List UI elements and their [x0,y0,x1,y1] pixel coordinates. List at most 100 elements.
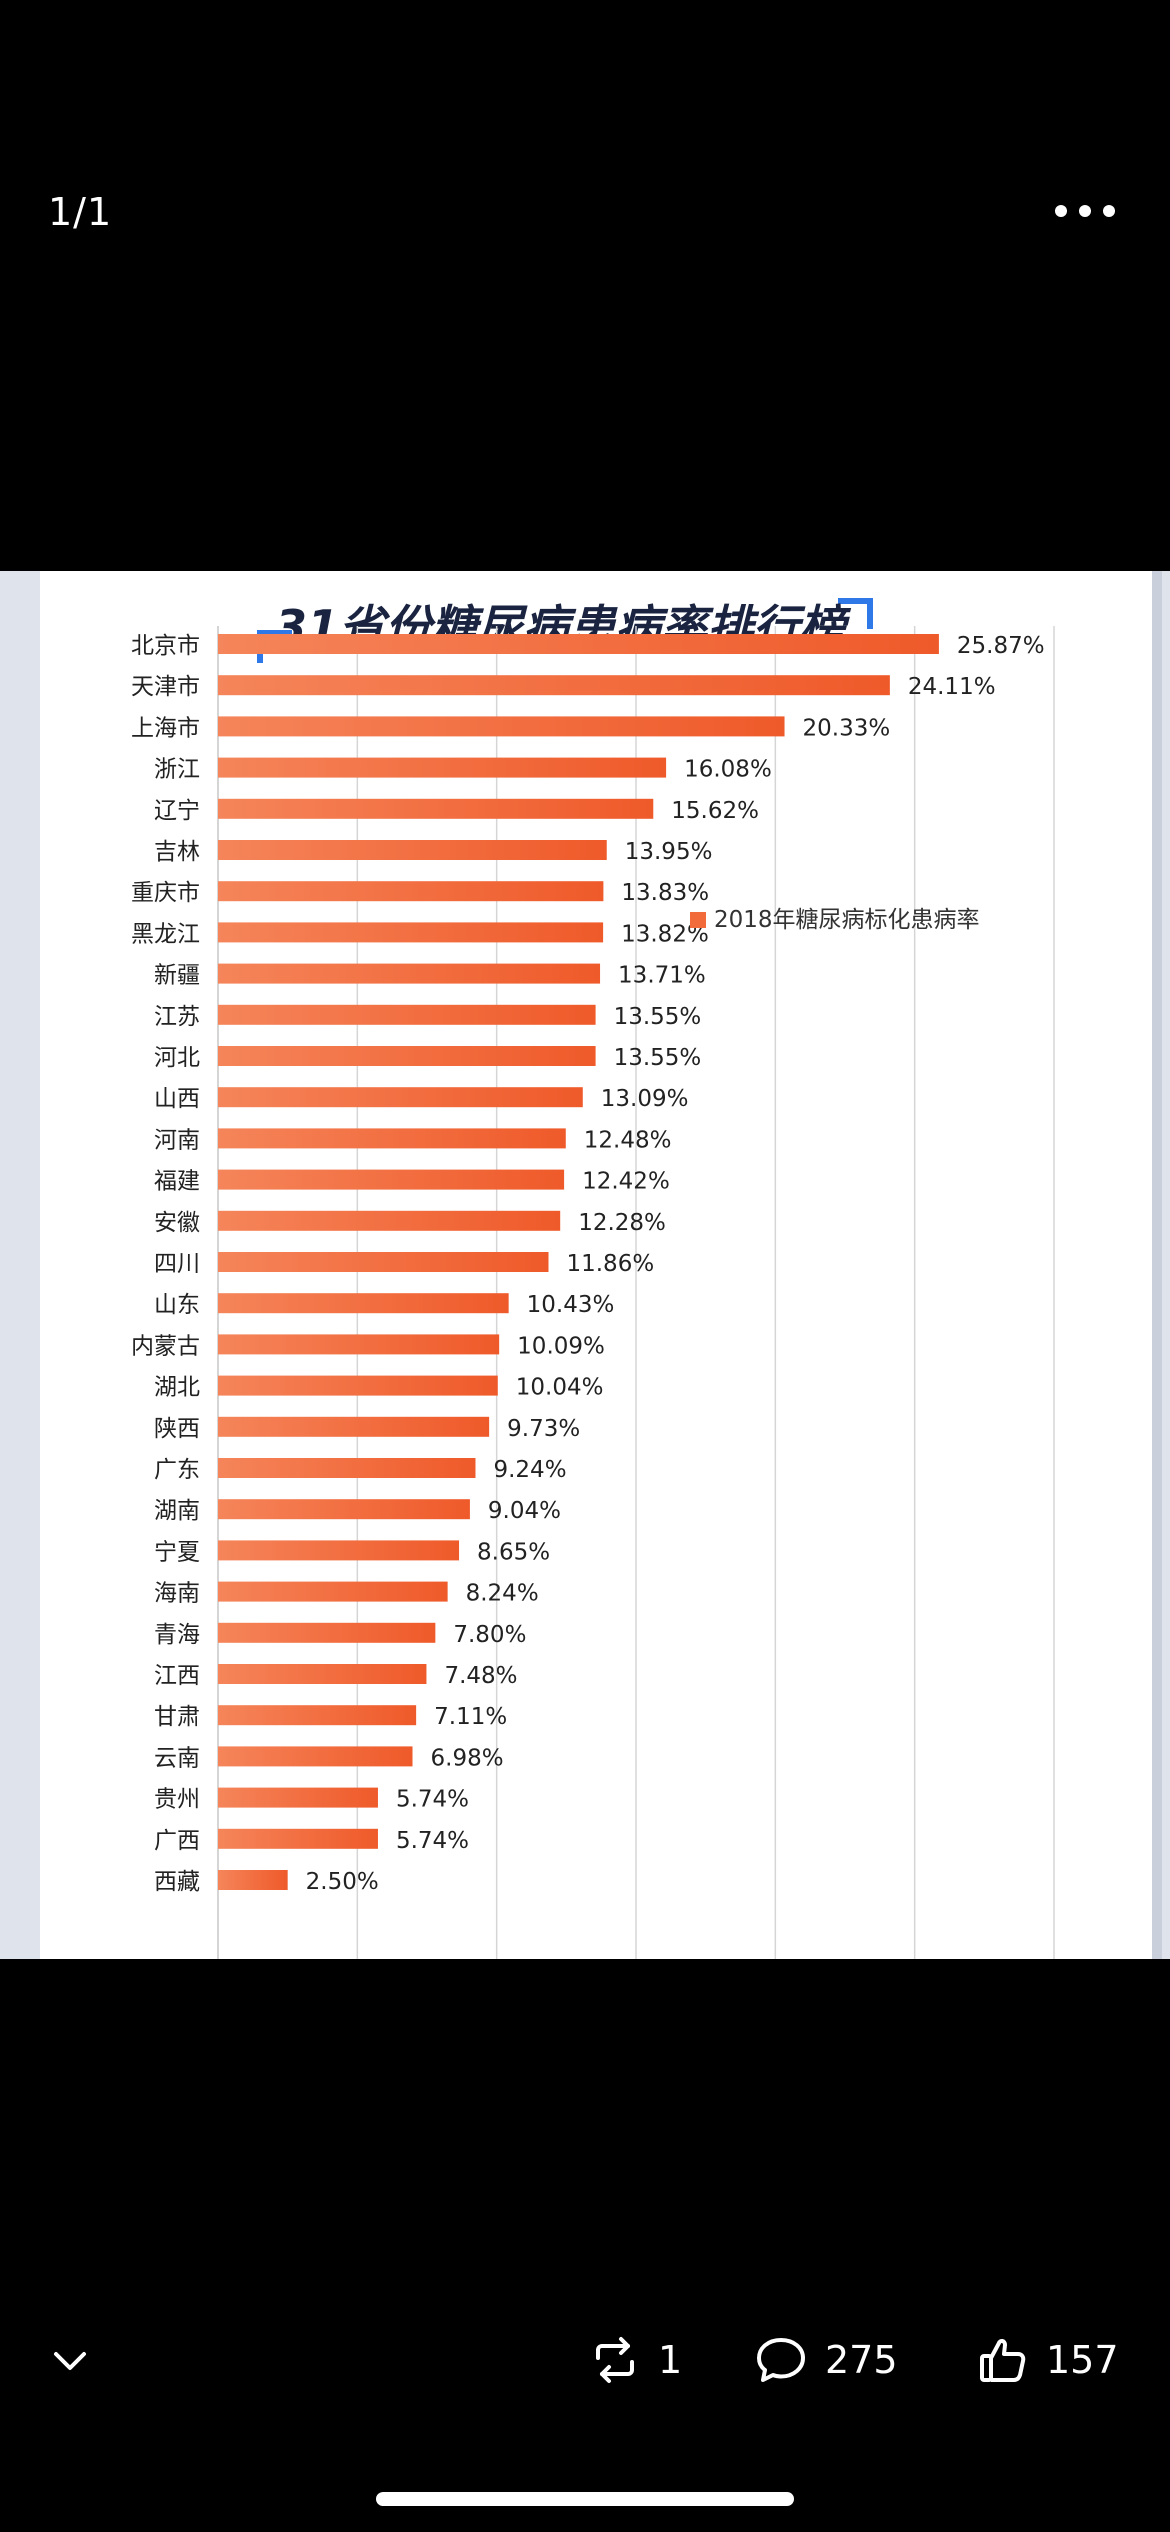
value-label: 2.50% [306,1869,379,1895]
value-label: 13.95% [625,839,713,865]
value-label: 25.87% [957,633,1045,659]
category-label: 吉林 [154,839,200,865]
bar-row: 福建 12.42% [154,1169,670,1195]
bar [218,1787,378,1808]
legend-swatch [690,912,706,928]
comment-count: 275 [825,2338,898,2382]
bar-row: 新疆 13.71% [154,963,706,989]
bar-row: 宁夏 8.65% [154,1539,550,1565]
bar-row: 广西 5.74% [154,1828,469,1854]
category-label: 黑龙江 [131,921,200,947]
value-label: 6.98% [431,1745,504,1771]
title-bracket-right [838,598,873,629]
category-label: 贵州 [154,1787,200,1813]
value-label: 8.65% [477,1539,550,1565]
bar [218,1622,436,1643]
category-label: 新疆 [154,963,200,989]
value-label: 20.33% [803,715,891,741]
category-label: 天津市 [131,674,200,700]
value-label: 12.48% [584,1127,672,1153]
bar-row: 吉林 13.95% [154,839,712,865]
bar [218,881,604,902]
bar [218,1664,427,1684]
image-viewer[interactable]: 31省份糖尿病患病率排行榜 北京市 25.87% 天津市 24.11% 上海市 20.33… [0,571,1170,1959]
value-label: 7.11% [434,1704,507,1730]
chevron-down-icon[interactable] [50,2340,90,2380]
bar-row: 北京市 25.87% [131,633,1045,659]
bar-row: 云南 6.98% [154,1745,504,1771]
bar [218,1581,448,1602]
bar-row: 上海市 20.33% [131,715,890,741]
value-label: 7.80% [453,1622,526,1648]
category-label: 江西 [154,1663,200,1689]
legend-label: 2018年糖尿病标化患病率 [714,907,980,933]
legend: 2018年糖尿病标化患病率 [690,907,980,933]
value-label: 12.28% [578,1210,666,1236]
category-label: 青海 [154,1622,200,1648]
category-label: 江苏 [154,1004,200,1030]
bar-row: 江西 7.48% [154,1663,518,1689]
bar [218,675,890,696]
bar [218,1293,509,1314]
bar-row: 四川 11.86% [154,1251,654,1277]
bar [218,1128,566,1149]
category-label: 山西 [154,1086,200,1112]
category-label: 河北 [154,1045,200,1071]
bar-row: 河南 12.48% [154,1127,671,1153]
category-label: 广东 [154,1457,200,1483]
comment-icon [757,2338,805,2382]
repost-button[interactable]: 1 [590,2330,682,2390]
bar-row: 内蒙古 10.09% [131,1333,605,1359]
viewer-top-bar: 1/1 [0,0,1170,300]
category-label: 北京市 [131,633,200,659]
category-label: 福建 [154,1169,200,1195]
chart-card-shadow [1152,571,1162,1959]
category-label: 浙江 [154,757,200,783]
bar [218,757,667,778]
bar [218,1210,561,1231]
bar [218,1334,500,1355]
bar-row: 海南 8.24% [154,1581,539,1607]
bar [218,1458,476,1478]
category-label: 安徽 [154,1210,200,1236]
bar [218,1087,583,1108]
bar [218,1252,549,1272]
bar-row: 湖南 9.04% [154,1498,561,1524]
bar [218,1169,565,1190]
bar [218,798,654,819]
category-label: 海南 [154,1581,200,1607]
thumbs-up-icon [980,2338,1026,2382]
value-label: 13.71% [618,963,706,989]
home-indicator [376,2492,794,2506]
category-label: 陕西 [154,1416,200,1442]
bar-row: 黑龙江 13.82% [131,921,709,947]
value-label: 10.04% [516,1375,604,1401]
like-button[interactable]: 157 [978,2330,1119,2390]
repost-icon [596,2337,634,2383]
value-label: 13.83% [621,880,709,906]
category-label: 河南 [154,1127,200,1153]
value-label: 12.42% [582,1169,670,1195]
value-label: 13.55% [614,1045,702,1071]
bar [218,1375,498,1396]
more-horizontal-icon[interactable] [1055,205,1115,221]
bar-row: 贵州 5.74% [154,1787,469,1813]
bar-row: 青海 7.80% [154,1622,526,1648]
value-label: 10.43% [527,1292,615,1318]
value-label: 9.24% [493,1457,566,1483]
bar-row: 甘肃 7.11% [154,1704,507,1730]
comment-button[interactable]: 275 [755,2330,898,2390]
bar [218,634,939,654]
bar [218,1499,470,1520]
value-label: 8.24% [466,1581,539,1607]
category-label: 湖北 [154,1375,200,1401]
category-label: 广西 [154,1828,200,1854]
prevalence-bar-chart: 31省份糖尿病患病率排行榜 北京市 25.87%天津市 24.11%上海市 20.33… [40,571,1162,1959]
value-label: 15.62% [671,798,759,824]
like-count: 157 [1046,2338,1119,2382]
bar-row: 广东 9.24% [154,1457,567,1483]
bar-row: 天津市 24.11% [131,674,996,700]
bar [218,1746,413,1767]
category-label: 上海市 [131,715,200,741]
value-label: 10.09% [517,1333,605,1359]
